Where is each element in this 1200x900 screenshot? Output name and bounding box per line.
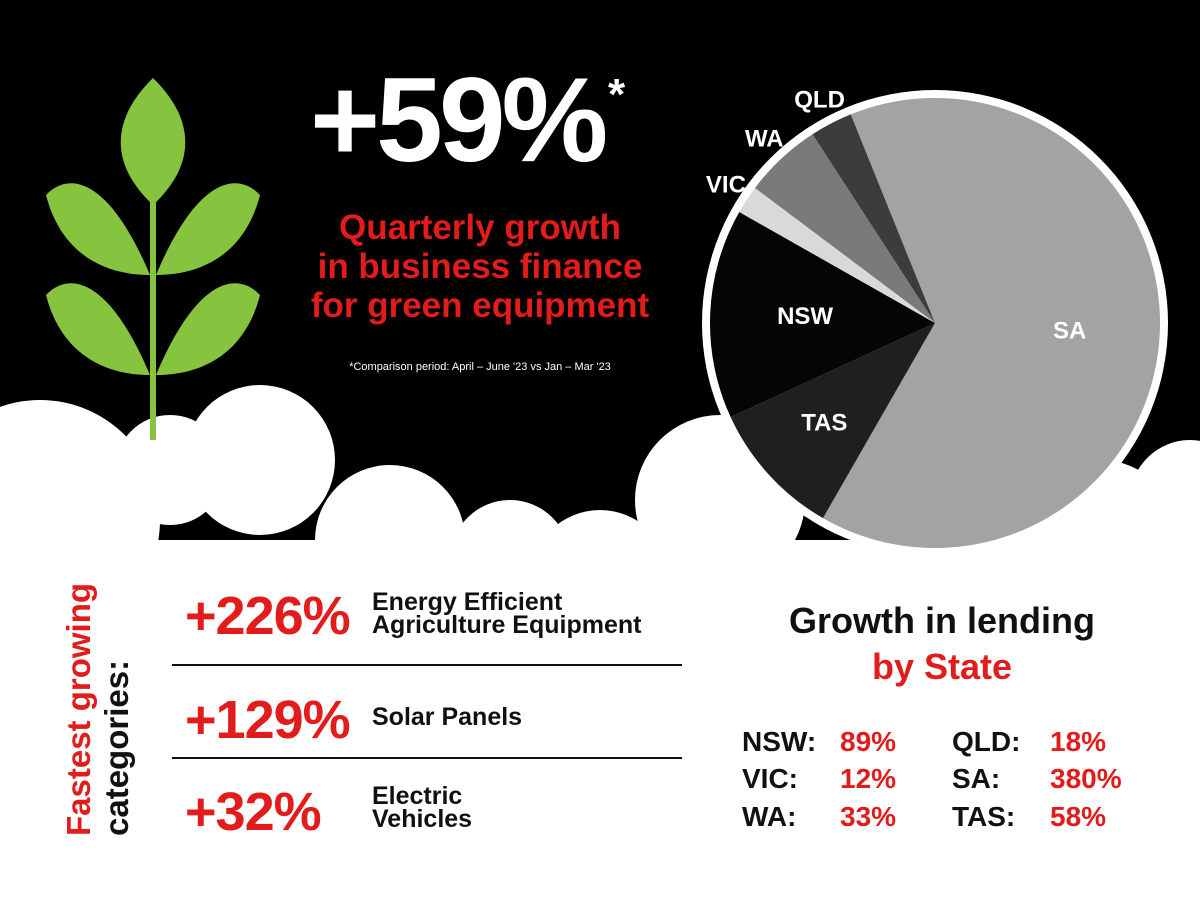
state-growth-value: 58% [1050, 801, 1107, 832]
hero-caption-line: in business finance [317, 247, 643, 286]
state-name: QLD: [952, 726, 1021, 757]
category-label-line: Vehicles [372, 805, 473, 833]
hero-caption-line: Quarterly growth [339, 208, 621, 247]
categories-title-line1: Fastest growing [60, 582, 97, 836]
comparison-note: *Comparison period: April – June '23 vs … [349, 361, 611, 373]
category-label-line: Solar Panels [372, 703, 523, 731]
category-growth: +226% [185, 586, 351, 646]
hero-growth-value: +59% [310, 53, 608, 187]
state-growth-value: 380% [1050, 763, 1122, 794]
categories-title-line2: categories: [98, 659, 135, 836]
hero-caption-line: for green equipment [310, 286, 650, 325]
category-divider [172, 757, 682, 759]
state-growth-value: 18% [1050, 726, 1107, 757]
category-label: Solar Panels [372, 703, 523, 731]
plant-icon [46, 78, 260, 440]
state-name: VIC: [742, 763, 798, 794]
categories-title: Fastest growing categories: [60, 516, 136, 836]
state-name: SA: [952, 763, 1001, 794]
category-divider [172, 664, 682, 666]
state-growth-value: 33% [840, 801, 897, 832]
category-label-line: Energy Efficient [372, 588, 563, 616]
category-growth: +129% [185, 690, 351, 750]
hero-footnote-mark: * [608, 70, 626, 119]
hero-caption: Quarterly growth in business finance for… [280, 208, 680, 325]
category-growth: +32% [185, 782, 322, 842]
state-heading: Growth in lending [789, 600, 1095, 641]
state-name: NSW: [742, 726, 817, 757]
category-label: Electric Vehicles [372, 782, 473, 833]
category-label-line: Electric [372, 782, 463, 810]
state-name: WA: [742, 801, 797, 832]
category-label: Energy Efficient Agriculture Equipment [372, 588, 642, 639]
state-name: TAS: [952, 801, 1016, 832]
state-growth-value: 89% [840, 726, 897, 757]
state-subheading: by State [871, 646, 1013, 687]
category-label-line: Agriculture Equipment [372, 611, 642, 639]
state-growth-value: 12% [840, 763, 897, 794]
